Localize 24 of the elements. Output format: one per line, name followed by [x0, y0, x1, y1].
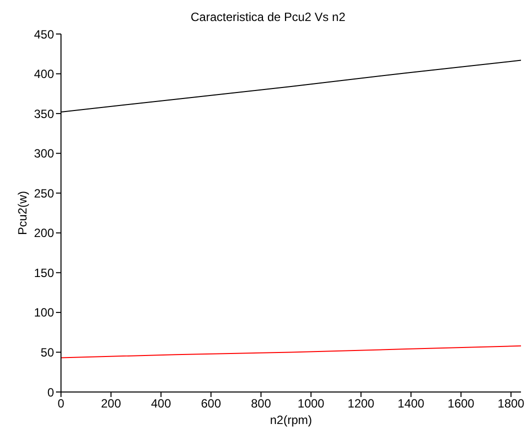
- x-tick-label: 1600: [448, 396, 475, 411]
- x-tick-label: 1200: [348, 396, 375, 411]
- x-tick-label: 1000: [298, 396, 325, 411]
- x-tick-label: 400: [150, 396, 172, 411]
- x-tick-label: 200: [100, 396, 122, 411]
- line-series: [61, 345, 521, 358]
- y-tick-label: 400: [34, 67, 54, 82]
- x-tick-label: 1400: [398, 396, 425, 411]
- y-tick-label: 200: [34, 226, 54, 240]
- chart-title: Caracteristica de Pcu2 Vs n2: [190, 9, 346, 26]
- x-tick-label: 600: [200, 396, 222, 411]
- y-tick-label: 50: [40, 345, 54, 360]
- y-tick-label: 350: [34, 106, 54, 121]
- y-tick-label: 450: [34, 27, 54, 42]
- x-axis-title: n2(rpm): [270, 413, 312, 427]
- x-tick-label: 800: [250, 396, 272, 411]
- x-tick-label: 0: [58, 396, 65, 411]
- y-tick-label: 0: [47, 385, 54, 400]
- y-axis-title: Pcu2(w): [15, 190, 30, 236]
- x-tick-label: 1800: [498, 396, 525, 411]
- y-tick-label: 300: [34, 146, 54, 161]
- y-tick-label: 250: [34, 186, 54, 200]
- y-tick-label: 150: [34, 266, 54, 280]
- y-tick-label: 100: [34, 306, 54, 320]
